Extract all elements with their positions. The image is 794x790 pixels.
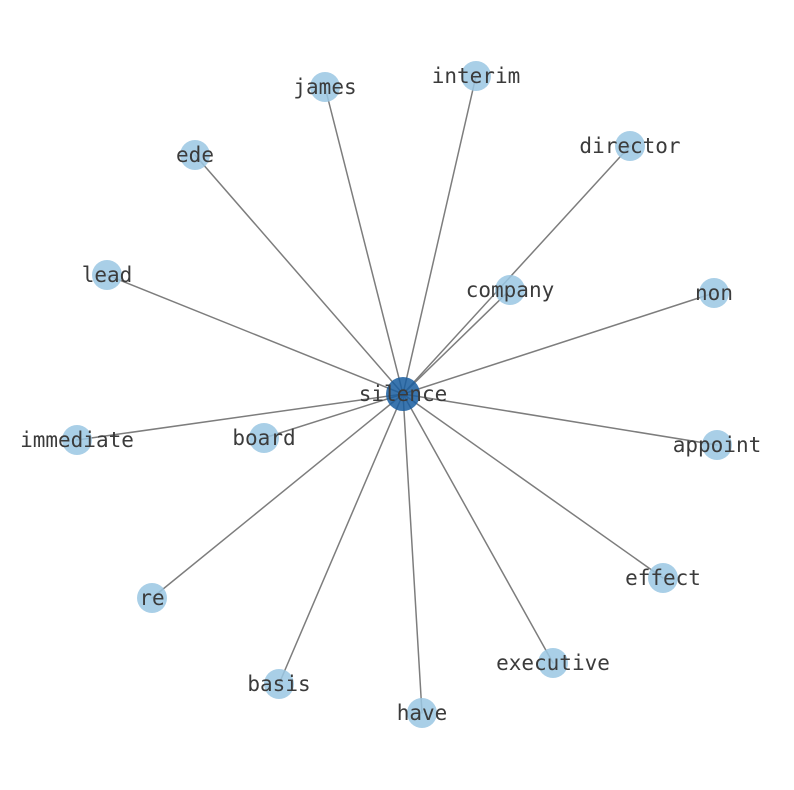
graph-node-silence — [386, 377, 420, 411]
graph-edge-silence-effect — [402, 393, 664, 579]
graph-edge-silence-have — [402, 393, 423, 714]
graph-node-ede — [180, 140, 210, 170]
node-label-non: non — [695, 281, 733, 305]
graph-edge-silence-appoint — [402, 393, 718, 446]
node-label-immediate: immediate — [20, 428, 134, 452]
node-label-director: director — [579, 134, 680, 158]
graph-node-non — [699, 278, 729, 308]
graph-edge-silence-non — [402, 292, 715, 395]
graph-node-re — [137, 583, 167, 613]
graph-node-immediate — [62, 425, 92, 455]
graph-node-lead — [92, 260, 122, 290]
graph-edge-silence-basis — [278, 393, 404, 685]
graph-edge-silence-james — [324, 86, 404, 395]
graph-node-company — [495, 275, 525, 305]
node-label-basis: basis — [247, 672, 310, 696]
node-label-interim: interim — [432, 64, 521, 88]
node-label-lead: lead — [82, 263, 133, 287]
graph-edge-silence-director — [402, 145, 631, 395]
graph-edge-silence-board — [263, 393, 404, 439]
graph-node-interim — [461, 61, 491, 91]
graph-node-basis — [264, 669, 294, 699]
node-label-re: re — [139, 586, 164, 610]
node-label-board: board — [232, 426, 295, 450]
graph-edge-silence-ede — [194, 154, 404, 395]
graph-node-board — [249, 423, 279, 453]
node-label-have: have — [397, 701, 448, 725]
graph-edge-silence-interim — [402, 75, 477, 395]
node-label-company: company — [466, 278, 555, 302]
graph-node-executive — [538, 648, 568, 678]
node-label-silence: silence — [359, 382, 448, 406]
graph-node-james — [310, 72, 340, 102]
graph-edge-silence-executive — [402, 393, 554, 664]
graph-edge-silence-lead — [106, 274, 404, 395]
node-label-ede: ede — [176, 143, 214, 167]
node-label-appoint: appoint — [673, 433, 762, 457]
graph-edge-silence-re — [151, 393, 404, 599]
node-label-james: james — [293, 75, 356, 99]
node-label-executive: executive — [496, 651, 610, 675]
graph-node-director — [615, 131, 645, 161]
graph-edge-silence-immediate — [76, 393, 404, 441]
graph-node-have — [407, 698, 437, 728]
node-label-effect: effect — [625, 566, 701, 590]
graph-node-effect — [648, 563, 678, 593]
graph-node-appoint — [702, 430, 732, 460]
graph-edge-silence-company — [402, 289, 511, 395]
